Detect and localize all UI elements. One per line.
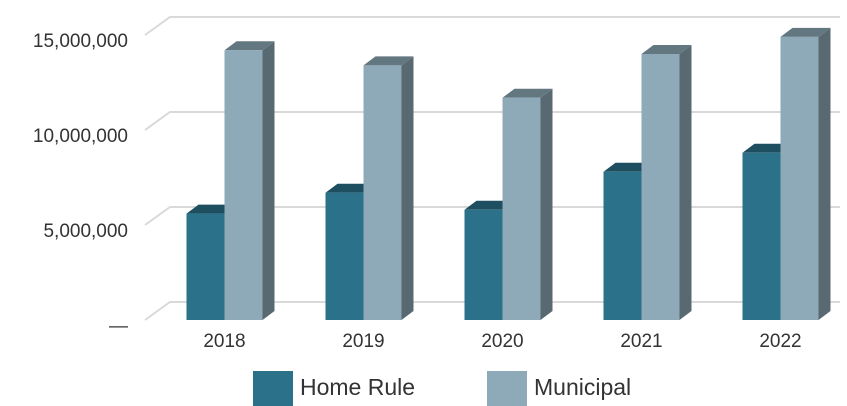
x-tick-label: 2018 [203,331,245,352]
x-tick-label: 2020 [481,331,523,352]
bar-top [186,204,237,214]
bar-side [679,45,692,320]
y-tick-label: 5,000,000 [43,221,128,242]
bar-front [641,54,680,320]
y-tick-label: 10,000,000 [33,126,128,147]
bar-top [603,162,654,172]
legend-label: Municipal [534,374,631,400]
bar-side [401,56,414,321]
bar-top [224,41,275,51]
legend-swatch [253,371,293,406]
bar-front [742,152,781,320]
bar-front [186,213,225,320]
grid-line [144,111,840,131]
bar-front [363,65,402,321]
bar-front [325,192,364,320]
bar-top [363,56,414,66]
bar-front [502,97,541,320]
grid-line [144,16,840,36]
bar-front [780,36,819,321]
x-tick-label: 2022 [759,331,801,352]
bar [641,45,692,320]
bar [603,162,654,320]
bar-side [262,41,275,320]
bar-top [325,183,376,193]
bar-top [780,27,831,37]
bar-side [540,88,553,320]
bar-top [502,88,553,98]
legend-swatch [487,371,527,406]
x-tick-label: 2019 [342,331,384,352]
bar-top [641,45,692,54]
legend-label: Home Rule [300,374,415,400]
y-tick-label: — [109,316,128,337]
bar-top [742,143,793,153]
bar-side [818,27,831,321]
bar-front [603,171,642,320]
bar [780,27,831,321]
x-tick-label: 2021 [620,331,662,352]
bar [502,88,553,320]
bar-top [464,200,515,210]
bar [363,56,414,321]
bar-front [464,209,503,320]
y-tick-label: 15,000,000 [33,31,128,52]
bar [224,41,275,320]
bar-front [224,50,263,320]
